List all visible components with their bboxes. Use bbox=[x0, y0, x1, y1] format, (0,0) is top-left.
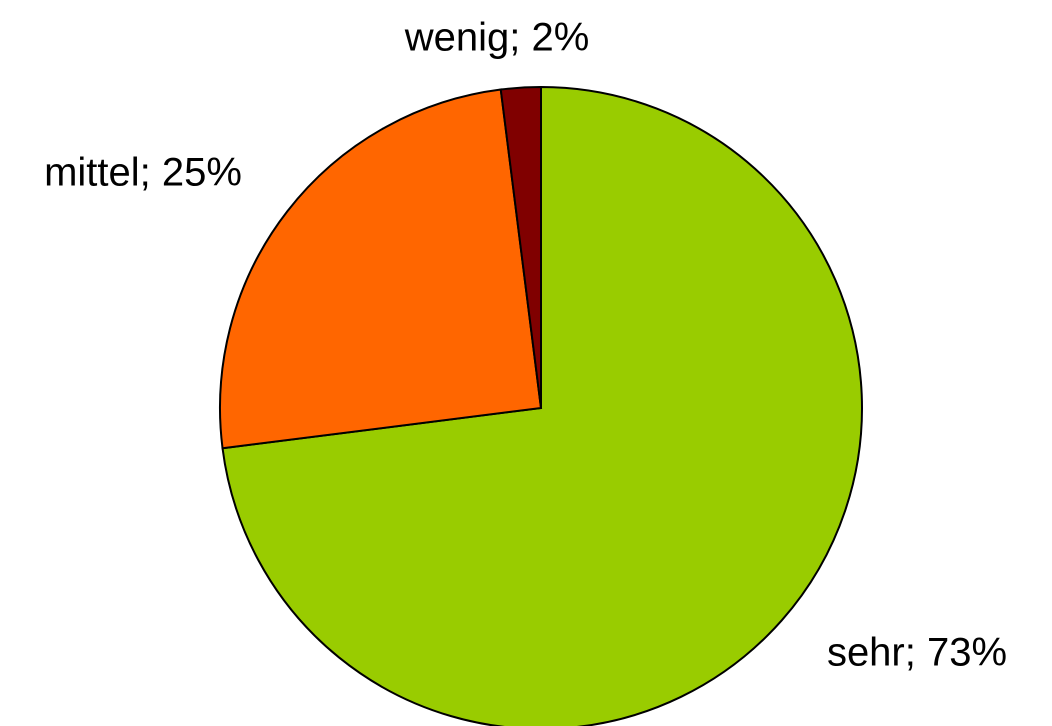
data-label: sehr; 73% bbox=[827, 631, 1007, 675]
pie-slice bbox=[219, 88, 543, 450]
pie-slice bbox=[221, 85, 863, 726]
data-label: wenig; 2% bbox=[404, 16, 590, 60]
pie-slice bbox=[499, 85, 542, 409]
data-label: mittel; 25% bbox=[44, 151, 242, 195]
